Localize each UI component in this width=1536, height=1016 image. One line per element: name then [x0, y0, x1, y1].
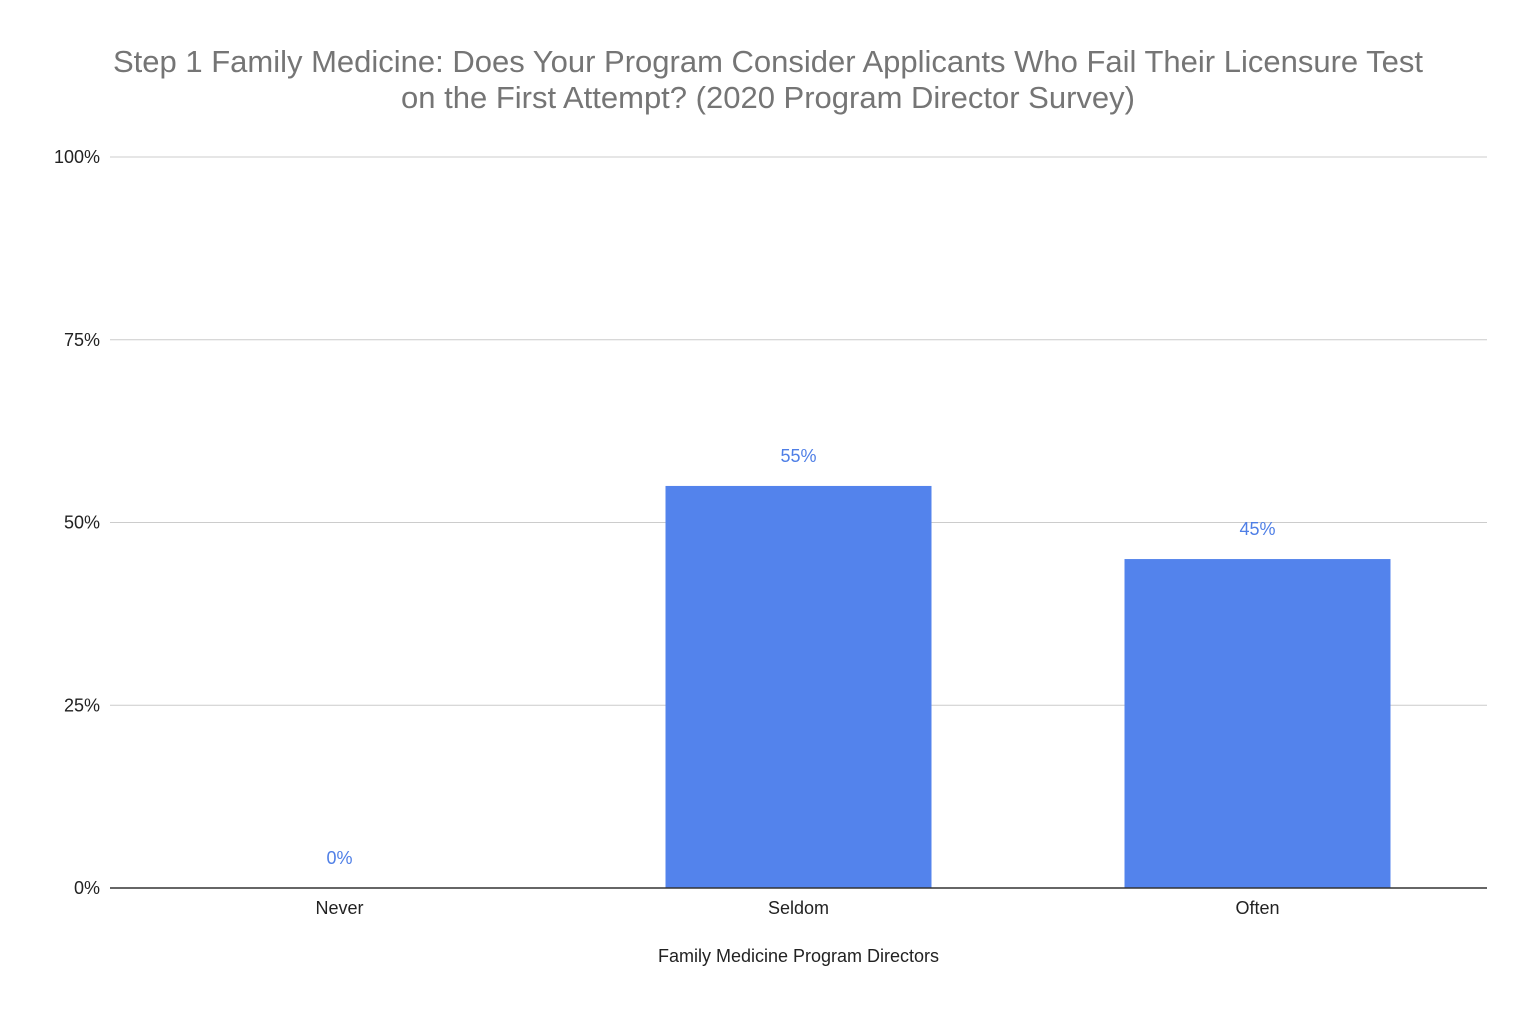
chart-title-line-2: on the First Attempt? (2020 Program Dire… — [401, 80, 1135, 115]
data-label-never: 0% — [326, 848, 352, 868]
y-tick-label: 0% — [74, 878, 100, 898]
data-label-seldom: 55% — [780, 446, 816, 466]
bar-seldom — [665, 485, 932, 888]
x-tick-label-never: Never — [315, 898, 363, 918]
y-tick-label: 25% — [64, 695, 100, 715]
data-label-often: 45% — [1239, 519, 1275, 539]
x-tick-label-seldom: Seldom — [768, 898, 829, 918]
bars — [665, 485, 1391, 888]
y-tick-label: 75% — [64, 330, 100, 350]
y-tick-label: 50% — [64, 513, 100, 533]
y-tick-label: 100% — [54, 147, 100, 167]
x-axis-title: Family Medicine Program Directors — [658, 946, 939, 966]
x-tick-label-often: Often — [1235, 898, 1279, 918]
x-axis-tick-labels: Never Seldom Often — [315, 898, 1279, 918]
chart-title-line-1: Step 1 Family Medicine: Does Your Progra… — [112, 44, 1424, 79]
chart-title: Step 1 Family Medicine: Does Your Progra… — [0, 44, 1536, 116]
data-labels: 0% 55% 45% — [326, 446, 1275, 868]
y-axis-tick-labels: 0% 25% 50% 75% 100% — [54, 147, 100, 898]
bar-often — [1124, 559, 1391, 888]
